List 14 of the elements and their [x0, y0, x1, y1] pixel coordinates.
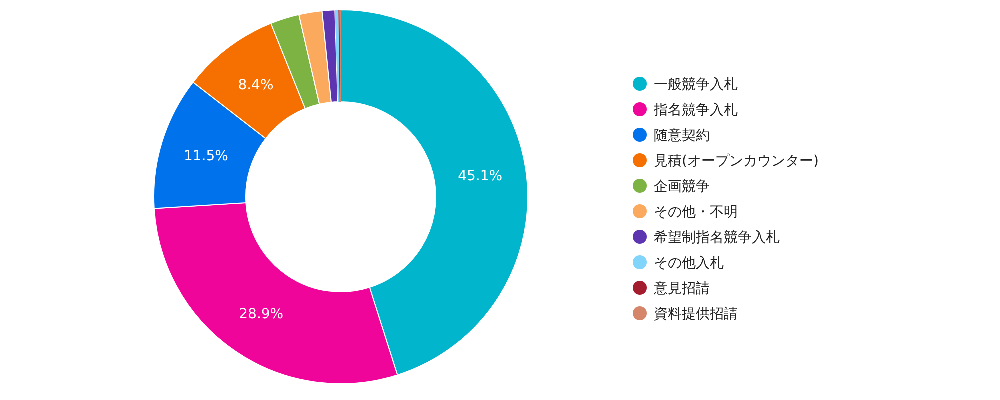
legend-label: 随意契約 [654, 128, 710, 144]
data-label: 28.9% [239, 306, 284, 322]
legend-label: その他・不明 [654, 204, 738, 220]
legend-label: 希望制指名競争入札 [654, 230, 780, 246]
legend-label: 見積(オープンカウンター) [654, 154, 819, 170]
legend-label: 一般競争入札 [654, 77, 738, 93]
legend-label: 意見招請 [653, 281, 710, 297]
legend-label: 企画競争 [654, 179, 710, 195]
data-label: 45.1% [458, 168, 503, 184]
data-label: 8.4% [238, 78, 274, 94]
data-label: 11.5% [184, 148, 228, 165]
legend-label: 資料提供招請 [654, 306, 738, 322]
legend-label: 指名競争入札 [653, 102, 738, 118]
legend-label: その他入札 [654, 256, 724, 272]
